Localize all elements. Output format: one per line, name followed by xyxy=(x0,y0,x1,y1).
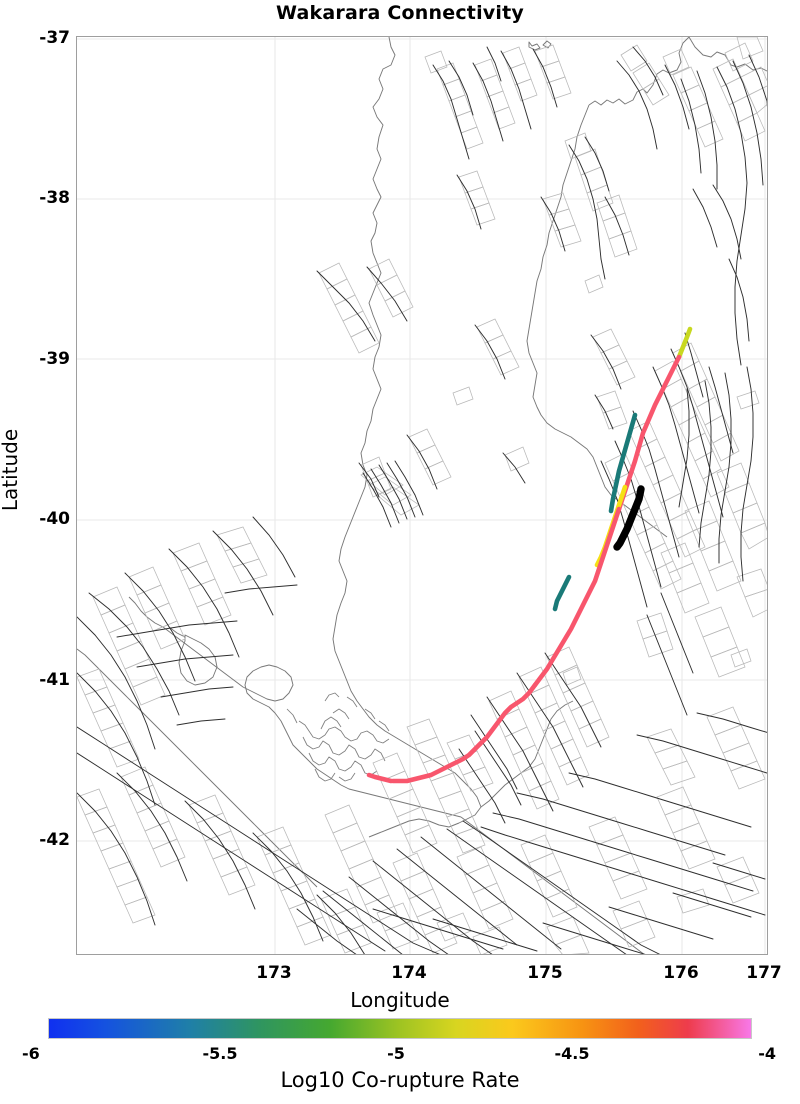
map-svg xyxy=(77,37,767,954)
source-fault-wakarara xyxy=(613,485,645,551)
colorbar-tick-2: -5 xyxy=(387,1044,405,1063)
x-tick-1: 174 xyxy=(391,963,427,983)
y-tick-5: -42 xyxy=(39,830,70,850)
segment-yellow-green-north xyxy=(676,326,693,360)
map-plot-area[interactable] xyxy=(76,36,768,955)
segment-pink-south-stub xyxy=(366,772,394,784)
segment-teal-upper xyxy=(608,412,638,514)
x-axis-label: Longitude xyxy=(350,988,450,1012)
gridlines xyxy=(77,37,767,954)
x-tick-2: 175 xyxy=(527,963,563,983)
x-tick-0: 173 xyxy=(256,963,292,983)
y-axis-label-text: Latitude xyxy=(0,428,22,512)
segment-pink-main-central xyxy=(532,506,622,688)
x-tick-3: 176 xyxy=(663,963,699,983)
segment-pink-main-southwest xyxy=(390,682,538,784)
corupture-segments-layer xyxy=(366,326,693,784)
y-tick-2: -39 xyxy=(39,349,70,369)
colorbar-gradient xyxy=(49,1019,751,1038)
y-tick-4: -41 xyxy=(39,670,70,690)
segment-teal-lower xyxy=(552,574,572,612)
segment-pink-main-north xyxy=(616,354,682,512)
colorbar-label: Log10 Co-rupture Rate xyxy=(280,1068,520,1092)
colorbar-tick-4: -4 xyxy=(758,1044,776,1063)
page-title: Wakarara Connectivity xyxy=(276,2,524,24)
x-tick-4: 177 xyxy=(746,963,782,983)
colorbar-tick-3: -4.5 xyxy=(554,1044,590,1063)
y-tick-0: -37 xyxy=(39,28,70,48)
colorbar-tick-0: -6 xyxy=(22,1044,40,1063)
y-axis-label: Latitude xyxy=(0,429,22,511)
fault-traces-layer xyxy=(77,46,767,954)
colorbar-tick-1: -5.5 xyxy=(202,1044,238,1063)
y-tick-3: -40 xyxy=(39,509,70,529)
y-tick-1: -38 xyxy=(39,188,70,208)
colorbar[interactable] xyxy=(48,1018,752,1039)
